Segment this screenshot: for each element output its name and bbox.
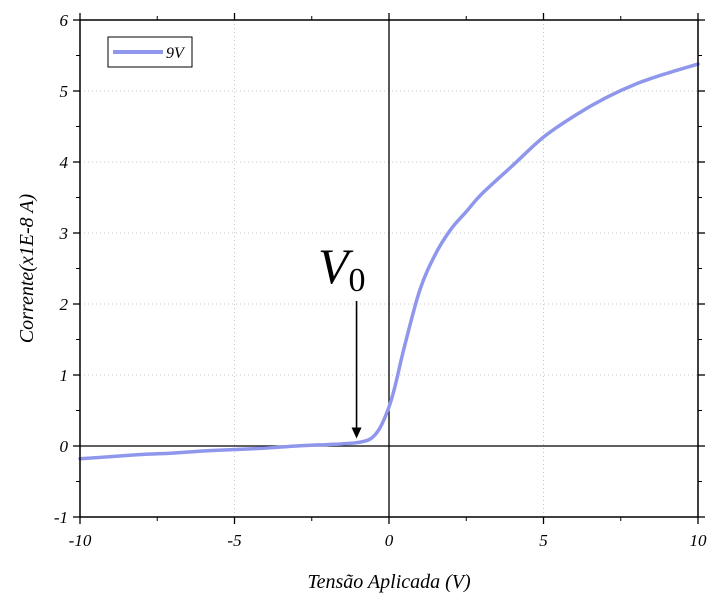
y-tick-label: 4 (60, 153, 69, 172)
y-tick-label: 6 (60, 11, 69, 30)
y-tick-label: -1 (54, 508, 68, 527)
series-layer (78, 62, 700, 461)
annotation-subscript: 0 (349, 262, 366, 299)
y-tick-label: 3 (59, 224, 69, 243)
x-tick-label: -10 (69, 531, 92, 550)
y-tick-label: 5 (60, 82, 69, 101)
y-tick-label: 2 (60, 295, 69, 314)
ticks (73, 13, 705, 524)
x-tick-label: -5 (227, 531, 241, 550)
annotation-arrow-head (351, 427, 362, 439)
annotation-v0: V0 (318, 238, 366, 439)
legend: 9V (107, 36, 193, 68)
annotation-label: V0 (318, 238, 366, 299)
y-tick-label: 1 (60, 366, 69, 385)
x-tick-label: 5 (539, 531, 548, 550)
x-axis-title: Tensão Aplicada (V) (307, 571, 471, 593)
zero-lines (80, 20, 698, 517)
y-tick-label: 0 (60, 437, 69, 456)
annotation-main: V (318, 238, 354, 294)
x-tick-label: 10 (690, 531, 708, 550)
y-axis-title: Corrente(x1E-8 A) (16, 193, 38, 343)
series-line-9V (78, 62, 700, 461)
legend-label: 9V (166, 45, 186, 62)
x-tick-label: 0 (385, 531, 394, 550)
